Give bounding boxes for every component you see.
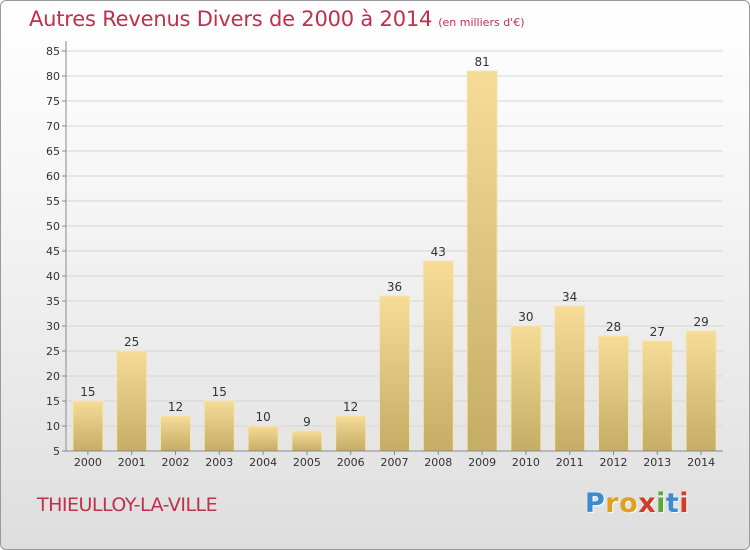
logo-letter: i	[656, 488, 666, 519]
y-tick-label: 25	[46, 345, 60, 358]
data-label: 28	[606, 320, 621, 334]
logo-letter: t	[665, 488, 680, 519]
bar	[466, 70, 498, 452]
bar	[379, 295, 410, 452]
bar	[554, 305, 586, 452]
bar	[247, 425, 279, 452]
x-tick-label: 2000	[74, 456, 102, 469]
logo-letter: P	[585, 488, 606, 519]
x-tick-label: 2014	[687, 456, 715, 469]
y-tick-label: 85	[46, 45, 60, 58]
data-label: 36	[387, 280, 402, 294]
x-tick-label: 2011	[556, 456, 584, 469]
x-tick-label: 2010	[512, 456, 540, 469]
data-label: 10	[255, 410, 270, 424]
x-tick-label: 2001	[118, 456, 146, 469]
x-tick-labels: 2000 2001 2002 2003 2004 2005 2006 2007 2008 2009…	[74, 451, 715, 469]
y-tick-label: 5	[53, 445, 60, 458]
chart-subtitle: (en milliers d'€)	[438, 16, 525, 29]
data-label: 12	[168, 400, 183, 414]
bar	[160, 415, 191, 452]
logo-letter: i	[679, 488, 690, 519]
chart-title: Autres Revenus Divers de 2000 à 2014 (en …	[29, 7, 524, 31]
y-tick-label: 60	[46, 170, 60, 183]
x-tick-label: 2013	[643, 456, 671, 469]
y-tick-label: 55	[46, 195, 60, 208]
y-tick-label: 80	[46, 70, 60, 83]
data-label: 15	[80, 385, 95, 399]
x-tick-label: 2003	[205, 456, 233, 469]
bar	[685, 330, 717, 452]
x-tick-label: 2006	[337, 456, 365, 469]
bar	[291, 430, 323, 452]
proxiti-logo: Proxiti	[585, 488, 689, 519]
x-tick-label: 2004	[249, 456, 277, 469]
logo-letter: r	[605, 488, 620, 519]
data-labels: 15 25 12 15 10 9 12 36 43 81 30 34 28 27 29	[80, 55, 708, 429]
y-tick-label: 20	[46, 370, 60, 383]
x-tick-label: 2008	[424, 456, 452, 469]
bar	[335, 415, 367, 452]
data-label: 9	[303, 415, 311, 429]
y-tick-label: 65	[46, 145, 60, 158]
y-tick-label: 75	[46, 95, 60, 108]
place-name: THIEULLOY-LA-VILLE	[37, 494, 218, 516]
data-label: 34	[562, 290, 577, 304]
data-label: 27	[650, 325, 665, 339]
x-tick-label: 2007	[381, 456, 409, 469]
y-tick-label: 45	[46, 245, 60, 258]
bar	[116, 350, 148, 452]
x-tick-label: 2009	[468, 456, 496, 469]
y-tick-label: 40	[46, 270, 60, 283]
bar	[598, 335, 629, 452]
chart-title-text: Autres Revenus Divers de 2000 à 2014	[29, 7, 433, 31]
x-tick-label: 2002	[162, 456, 190, 469]
data-label: 43	[431, 245, 446, 259]
data-label: 15	[212, 385, 227, 399]
data-label: 12	[343, 400, 358, 414]
y-tick-label: 70	[46, 120, 60, 133]
y-tick-label: 50	[46, 220, 60, 233]
logo-letter: x	[638, 488, 657, 519]
x-tick-label: 2005	[293, 456, 321, 469]
bar	[72, 400, 104, 452]
y-tick-label: 35	[46, 295, 60, 308]
x-tick-label: 2012	[600, 456, 628, 469]
y-tick-label: 30	[46, 320, 60, 333]
data-label: 29	[693, 315, 708, 329]
bar	[422, 260, 454, 452]
y-tick-label: 15	[46, 395, 60, 408]
bar	[510, 325, 542, 452]
data-label: 81	[474, 55, 489, 69]
y-tick-labels: 5 10 15 20 25 30 35 40 45 50 55 60 65 70 75 80 85	[46, 45, 60, 458]
data-label: 30	[518, 310, 533, 324]
y-tick-label: 10	[46, 420, 60, 433]
data-label: 25	[124, 335, 139, 349]
bar	[641, 340, 673, 452]
bars	[72, 70, 717, 452]
bar	[203, 400, 235, 452]
logo-letter: o	[619, 488, 639, 519]
